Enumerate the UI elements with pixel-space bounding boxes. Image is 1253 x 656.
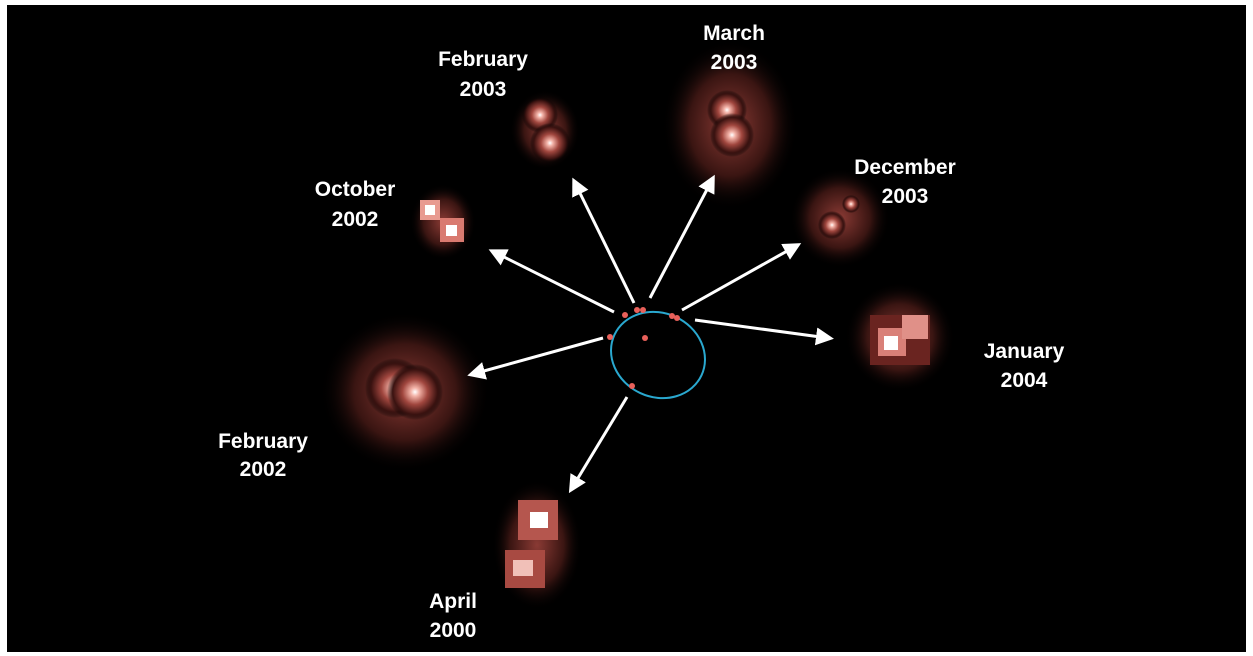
year-label: 2004 [1001, 369, 1048, 392]
year-label: 2000 [430, 619, 477, 642]
month-label: February [218, 430, 308, 453]
month-label: January [984, 340, 1065, 363]
month-label: April [429, 590, 477, 613]
year-label: 2002 [240, 458, 287, 481]
page: March 2003 February 2003 October 2002 De… [0, 0, 1253, 656]
year-label: 2003 [711, 51, 758, 74]
month-label: March [703, 22, 765, 45]
year-label: 2003 [882, 185, 929, 208]
background [7, 5, 1246, 652]
month-label: December [854, 156, 956, 179]
month-label: October [315, 178, 396, 201]
year-label: 2003 [460, 78, 507, 101]
diagram: March 2003 February 2003 October 2002 De… [0, 0, 1253, 656]
month-label: February [438, 48, 528, 71]
year-label: 2002 [332, 208, 379, 231]
